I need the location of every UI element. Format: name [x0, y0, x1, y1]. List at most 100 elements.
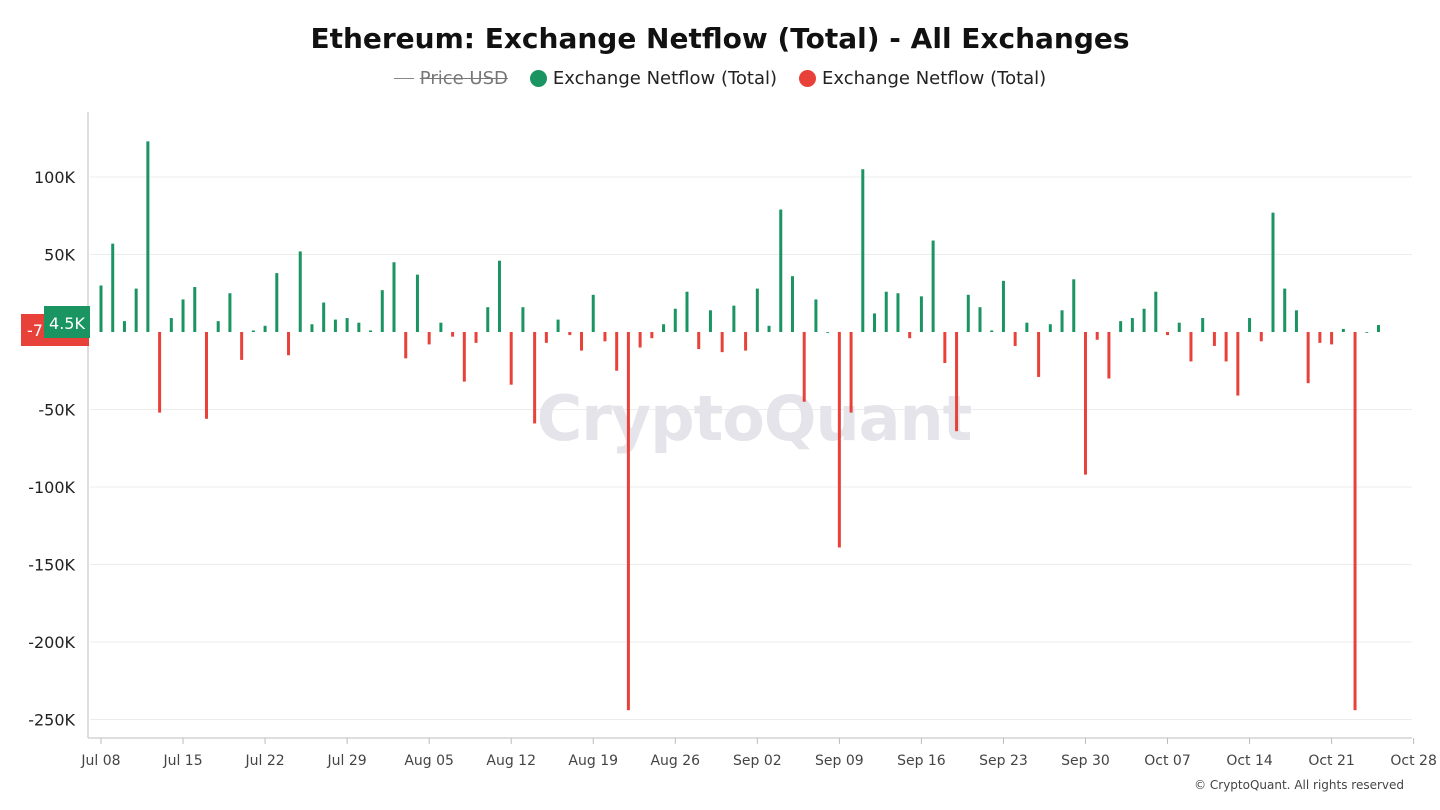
netflow-bar[interactable] — [345, 318, 349, 332]
netflow-bar[interactable] — [685, 291, 689, 332]
netflow-bar[interactable] — [263, 325, 267, 332]
netflow-bar[interactable] — [533, 332, 537, 424]
netflow-bar[interactable] — [1177, 322, 1181, 332]
netflow-bar[interactable] — [181, 299, 185, 332]
netflow-bar[interactable] — [755, 288, 759, 332]
netflow-bar[interactable] — [1201, 318, 1205, 332]
netflow-bar[interactable] — [146, 141, 150, 332]
netflow-bar[interactable] — [826, 332, 830, 333]
netflow-bar[interactable] — [814, 299, 818, 332]
netflow-bar[interactable] — [767, 325, 771, 332]
netflow-bar[interactable] — [240, 332, 244, 360]
netflow-bar[interactable] — [1330, 332, 1334, 345]
netflow-bar[interactable] — [1189, 332, 1193, 362]
netflow-bar[interactable] — [287, 332, 291, 356]
netflow-bar[interactable] — [849, 332, 853, 413]
netflow-bar[interactable] — [1166, 332, 1170, 336]
legend-item-netflow-positive[interactable]: Exchange Netflow (Total) — [529, 68, 777, 89]
netflow-bar[interactable] — [615, 332, 619, 371]
netflow-bar[interactable] — [497, 260, 501, 332]
netflow-bar[interactable] — [790, 276, 794, 332]
netflow-bar[interactable] — [169, 318, 173, 332]
netflow-bar[interactable] — [1025, 322, 1029, 332]
netflow-bar[interactable] — [380, 290, 384, 332]
netflow-bar[interactable] — [1283, 288, 1287, 332]
netflow-bar[interactable] — [439, 322, 443, 332]
netflow-bar[interactable] — [322, 302, 326, 332]
netflow-bar[interactable] — [1236, 332, 1240, 396]
netflow-bar[interactable] — [697, 332, 701, 350]
legend-item-netflow-negative[interactable]: Exchange Netflow (Total) — [799, 68, 1046, 89]
netflow-bar[interactable] — [720, 332, 724, 353]
netflow-bar[interactable] — [1294, 310, 1298, 332]
netflow-bar[interactable] — [486, 307, 490, 332]
netflow-bar[interactable] — [415, 274, 419, 332]
netflow-bar[interactable] — [1037, 332, 1041, 377]
netflow-bar[interactable] — [1353, 332, 1357, 711]
netflow-bar[interactable] — [1248, 318, 1252, 332]
netflow-bar[interactable] — [861, 169, 865, 332]
netflow-bar[interactable] — [1271, 212, 1275, 332]
netflow-bar[interactable] — [1083, 332, 1087, 475]
netflow-bar[interactable] — [392, 262, 396, 332]
netflow-bar[interactable] — [1212, 332, 1216, 346]
netflow-bar[interactable] — [216, 321, 220, 332]
netflow-bar[interactable] — [251, 330, 255, 332]
netflow-bar[interactable] — [134, 288, 138, 332]
netflow-bar[interactable] — [122, 321, 126, 332]
netflow-bar[interactable] — [298, 251, 302, 332]
netflow-bar[interactable] — [1341, 328, 1345, 332]
netflow-bar[interactable] — [427, 332, 431, 345]
netflow-bar[interactable] — [474, 332, 478, 343]
netflow-bar[interactable] — [509, 332, 513, 385]
netflow-bar[interactable] — [732, 305, 736, 332]
netflow-bar[interactable] — [1001, 280, 1005, 332]
netflow-bar[interactable] — [1048, 324, 1052, 332]
netflow-bar[interactable] — [1318, 332, 1322, 343]
netflow-bar[interactable] — [1130, 318, 1134, 332]
netflow-bar[interactable] — [580, 332, 584, 351]
netflow-bar[interactable] — [204, 332, 208, 419]
netflow-bar[interactable] — [369, 330, 373, 332]
netflow-bar[interactable] — [544, 332, 548, 343]
netflow-bar[interactable] — [919, 296, 923, 332]
netflow-bar[interactable] — [1060, 310, 1064, 332]
netflow-bar[interactable] — [193, 287, 197, 332]
netflow-bar[interactable] — [1072, 279, 1076, 332]
netflow-bar[interactable] — [568, 332, 572, 336]
netflow-bar[interactable] — [404, 332, 408, 359]
netflow-bar[interactable] — [1376, 325, 1380, 332]
netflow-bar[interactable] — [333, 319, 337, 332]
netflow-bar[interactable] — [978, 307, 982, 332]
netflow-bar[interactable] — [966, 294, 970, 332]
netflow-bar[interactable] — [591, 294, 595, 332]
netflow-bar[interactable] — [1013, 332, 1017, 346]
netflow-bar[interactable] — [931, 240, 935, 332]
netflow-bar[interactable] — [275, 273, 279, 332]
netflow-bar[interactable] — [1259, 332, 1263, 342]
netflow-bar[interactable] — [943, 332, 947, 363]
netflow-bar[interactable] — [228, 293, 232, 332]
netflow-bar[interactable] — [779, 209, 783, 332]
netflow-bar[interactable] — [908, 332, 912, 339]
netflow-bar[interactable] — [626, 332, 630, 711]
netflow-bar[interactable] — [1142, 308, 1146, 332]
netflow-bar[interactable] — [1224, 332, 1228, 362]
netflow-bar[interactable] — [662, 324, 666, 332]
netflow-bar[interactable] — [521, 307, 525, 332]
netflow-bar[interactable] — [1154, 291, 1158, 332]
netflow-bar[interactable] — [673, 308, 677, 332]
netflow-bar[interactable] — [744, 332, 748, 351]
netflow-bar[interactable] — [802, 332, 806, 402]
netflow-bar[interactable] — [1365, 332, 1369, 333]
netflow-bar[interactable] — [99, 285, 103, 333]
netflow-bar[interactable] — [462, 332, 466, 382]
netflow-bar[interactable] — [708, 310, 712, 332]
netflow-bar[interactable] — [990, 330, 994, 332]
netflow-bar[interactable] — [896, 293, 900, 332]
netflow-bar[interactable] — [1095, 332, 1099, 340]
netflow-bar[interactable] — [884, 291, 888, 332]
legend-item-price-usd[interactable]: Price USD — [393, 68, 508, 89]
netflow-bar[interactable] — [650, 332, 654, 339]
